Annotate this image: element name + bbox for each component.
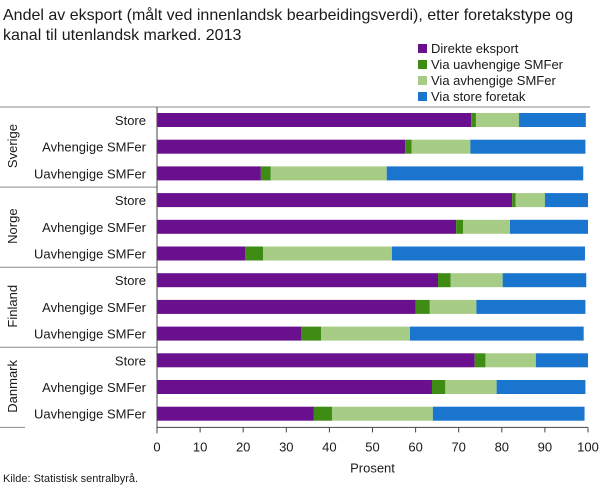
bar-segment [456,219,464,234]
x-tick-label: 40 [322,439,336,454]
legend-swatch [418,76,427,85]
legend-label: Via avhengige SMFer [431,73,556,88]
bar-segment [429,299,477,314]
bar-segment [157,380,432,394]
category-label: Store [115,273,146,288]
bar-segment [509,219,588,234]
bar-segment [157,326,302,341]
bar-segment [157,139,406,154]
x-tick-label: 100 [577,439,599,454]
legend-label: Direkte eksport [431,41,519,56]
category-label: Store [115,193,146,208]
bar-segment [515,193,545,208]
bar-segment [471,113,476,127]
bar-segment [260,166,271,181]
bar-segment [245,246,264,261]
x-tick-label: 90 [538,439,552,454]
bar-segment [157,299,416,314]
bar-segment [157,219,457,234]
bar-segment [496,380,586,394]
bar-segment [432,406,585,421]
bar-segment [409,326,584,341]
category-label: Store [115,113,146,128]
category-label: Uavhengige SMFer [34,407,147,422]
category-label: Avhengige SMFer [42,140,146,155]
bar-segment [386,166,584,181]
legend-swatch [418,44,427,53]
bar-segment [157,246,246,261]
category-label: Avhengige SMFer [42,300,146,315]
bar-segment [415,299,430,314]
x-axis-title: Prosent [350,460,395,475]
bar-segment [431,380,446,394]
bar-segment [331,406,433,421]
bar-segment [519,113,586,127]
bar-segment [463,219,510,234]
chart-title-line: kanal til utenlandsk marked. 2013 [3,27,241,44]
bar-segment [313,406,332,421]
group-label: Norge [5,208,20,243]
bar-segment [405,139,412,154]
legend-swatch [418,92,427,101]
bar-segment [157,406,314,421]
bar-segment [445,380,497,394]
bar-segment [270,166,387,181]
bar-segment [476,299,586,314]
category-label: Uavhengige SMFer [34,247,147,262]
x-tick-label: 20 [236,439,250,454]
bar-segment [301,326,322,341]
bar-segment [411,139,471,154]
bar-segment [157,113,472,127]
chart-title-line: Andel av eksport (målt ved innenlandsk b… [3,6,573,24]
category-label: Avhengige SMFer [42,380,146,395]
bar-segment [263,246,392,261]
x-tick-label: 10 [193,439,207,454]
x-tick-label: 70 [451,439,465,454]
legend-swatch [418,60,427,69]
bar-segment [535,353,588,368]
x-tick-label: 80 [495,439,509,454]
bar-segment [157,353,475,368]
bar-segment [485,353,536,368]
bar-segment [157,273,439,288]
bar-segment [157,193,513,208]
bar-segment [450,273,503,288]
bar-segment [544,193,588,208]
bar-segment [157,166,261,181]
category-label: Uavhengige SMFer [34,327,147,342]
group-label: Finland [5,285,20,328]
bar-segment [502,273,587,288]
bar-segment [391,246,585,261]
x-tick-label: 50 [365,439,379,454]
bar-segment [475,113,520,127]
category-label: Avhengige SMFer [42,220,146,235]
x-tick-label: 0 [153,439,160,454]
x-tick-label: 30 [279,439,293,454]
category-label: Uavhengige SMFer [34,166,147,181]
bar-segment [321,326,410,341]
bar-segment [474,353,486,368]
bar-segment [438,273,451,288]
legend-label: Via store foretak [431,89,526,104]
group-label: Danmark [5,359,20,412]
legend-label: Via uavhengige SMFer [431,57,564,72]
bar-segment [512,193,516,208]
source-note: Kilde: Statistisk sentralbyrå. [3,473,138,485]
group-label: Sverige [5,124,20,168]
bar-segment [470,139,586,154]
category-label: Store [115,353,146,368]
x-tick-label: 60 [408,439,422,454]
